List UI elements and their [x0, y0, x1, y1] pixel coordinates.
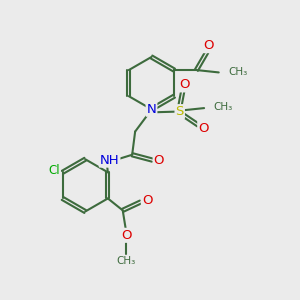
Text: CH₃: CH₃: [228, 67, 248, 77]
Text: O: O: [198, 122, 209, 134]
Text: CH₃: CH₃: [116, 256, 135, 266]
Text: O: O: [204, 39, 214, 52]
Text: NH: NH: [100, 154, 119, 166]
Text: O: O: [179, 78, 189, 92]
Text: Cl: Cl: [48, 164, 60, 177]
Text: S: S: [176, 105, 184, 118]
Text: O: O: [154, 154, 164, 167]
Text: CH₃: CH₃: [213, 103, 232, 112]
Text: O: O: [121, 229, 131, 242]
Text: O: O: [142, 194, 152, 207]
Text: N: N: [147, 103, 156, 116]
